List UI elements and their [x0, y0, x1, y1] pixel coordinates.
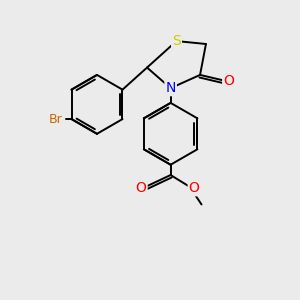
- Text: O: O: [189, 181, 200, 195]
- Text: S: S: [172, 34, 181, 48]
- Text: O: O: [223, 74, 234, 88]
- Text: Br: Br: [48, 112, 62, 126]
- Text: N: N: [165, 81, 176, 95]
- Text: O: O: [136, 181, 147, 195]
